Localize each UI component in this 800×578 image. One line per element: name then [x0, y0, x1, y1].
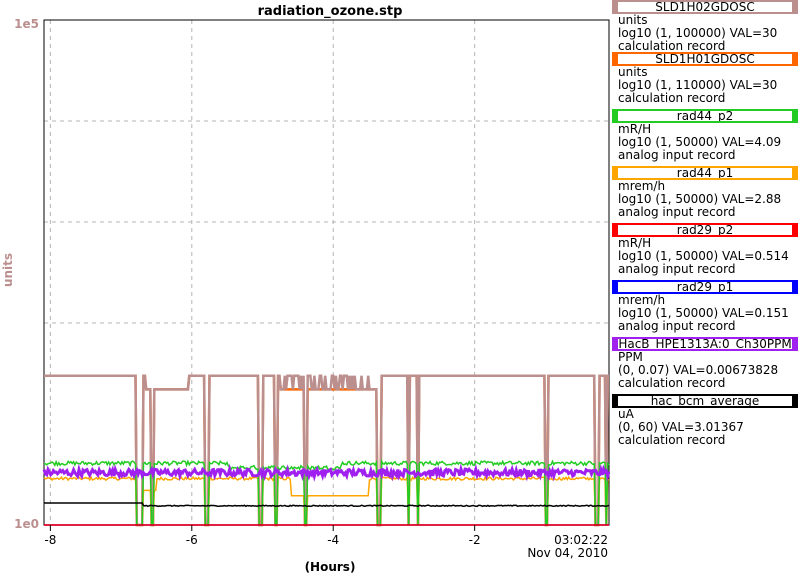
x-tick-label-0: -8 — [44, 533, 56, 547]
legend-record-type: analog input record — [618, 262, 736, 276]
legend-value: VAL=0.00673828 — [673, 363, 779, 377]
legend-record-type: analog input record — [618, 319, 736, 333]
legend-range: (0, 0.07) — [618, 363, 670, 377]
x-tick-label-2: -4 — [327, 533, 339, 547]
legend-range: (0, 60) — [618, 420, 658, 434]
y-top-tick-label: 1e5 — [14, 17, 39, 31]
legend-range-value: (0, 0.07) VAL=0.00673828 — [612, 364, 800, 377]
legend-name-box: SLD1H02GDOSC — [612, 0, 798, 14]
legend-units: mR/H — [618, 236, 652, 250]
legend-entry: rad29_p2 mR/H log10 (1, 50000) VAL=0.514 an… — [612, 223, 800, 280]
legend-name-box: hac_bcm_average — [612, 394, 798, 408]
x-axis-ticks: -8 -6 -4 -2 — [44, 525, 481, 547]
legend-range: log10 (1, 50000) — [618, 249, 719, 263]
legend-value: VAL=2.88 — [722, 192, 782, 206]
legend-record-type: calculation record — [618, 91, 726, 105]
legend-range-value: log10 (1, 50000) VAL=2.88 — [612, 193, 800, 206]
legend-name-box: rad44_p1 — [612, 166, 798, 180]
series-lines — [42, 374, 610, 527]
legend-value: VAL=0.151 — [722, 306, 789, 320]
legend-entry: hac_bcm_average uA (0, 60) VAL=3.01367 calc… — [612, 394, 800, 451]
legend-name-box: SLD1H01GDOSC — [612, 52, 798, 66]
legend-name-box: rad44_p2 — [612, 109, 798, 123]
legend-range-value: log10 (1, 110000) VAL=30 — [612, 79, 800, 92]
legend-entry: SLD1H02GDOSC units log10 (1, 100000) VAL=3… — [612, 0, 800, 53]
legend-value: VAL=30 — [729, 26, 778, 40]
legend-name-box: rad29_p1 — [612, 280, 798, 294]
legend-record-type: analog input record — [618, 148, 736, 162]
legend-range-value: log10 (1, 50000) VAL=0.514 — [612, 250, 800, 263]
legend-units: mrem/h — [618, 293, 666, 307]
series-line-hac-bcm-average — [44, 502, 610, 508]
legend: SLD1H02GDOSC units log10 (1, 100000) VAL=3… — [612, 0, 800, 451]
legend-range: log10 (1, 50000) — [618, 192, 719, 206]
x-tick-label-3: -2 — [469, 533, 481, 547]
legend-name-box: HacB_HPE1313A:0_Ch30PPM — [612, 337, 798, 351]
legend-record-type: calculation record — [618, 39, 726, 53]
y-bottom-tick-label: 1e0 — [14, 517, 39, 531]
legend-units: units — [618, 65, 648, 79]
legend-entry: SLD1H01GDOSC units log10 (1, 110000) VAL=3… — [612, 52, 800, 109]
legend-entry: rad44_p2 mR/H log10 (1, 50000) VAL=4.09 ana… — [612, 109, 800, 166]
series-line-hacb-hpe1313a-0-ch30ppm — [42, 463, 610, 483]
legend-record-type: calculation record — [618, 376, 726, 390]
plot-frame — [43, 19, 610, 526]
legend-range: log10 (1, 50000) — [618, 135, 719, 149]
legend-range-value: log10 (1, 100000) VAL=30 — [612, 27, 800, 40]
legend-name-box: rad29_p2 — [612, 223, 798, 237]
legend-value: VAL=3.01367 — [661, 420, 744, 434]
end-time-label: 03:02:22 — [554, 533, 608, 547]
legend-value: VAL=4.09 — [722, 135, 782, 149]
legend-units: PPM — [618, 350, 643, 364]
legend-range: log10 (1, 50000) — [618, 306, 719, 320]
end-date-label: Nov 04, 2010 — [527, 546, 608, 560]
legend-range-value: log10 (1, 50000) VAL=4.09 — [612, 136, 800, 149]
legend-range-value: log10 (1, 50000) VAL=0.151 — [612, 307, 800, 320]
legend-range: log10 (1, 100000) — [618, 26, 726, 40]
legend-value: VAL=30 — [729, 78, 778, 92]
x-tick-label-1: -6 — [186, 533, 198, 547]
legend-record-type: analog input record — [618, 205, 736, 219]
x-axis-label: (Hours) — [305, 560, 356, 574]
legend-entry: rad29_p1 mrem/h log10 (1, 50000) VAL=0.151… — [612, 280, 800, 337]
legend-units: mR/H — [618, 122, 652, 136]
legend-record-type: calculation record — [618, 433, 726, 447]
series-line-rad44-p1 — [43, 475, 610, 526]
legend-value: VAL=0.514 — [722, 249, 789, 263]
grid — [44, 20, 609, 525]
legend-units: uA — [618, 407, 634, 421]
legend-units: units — [618, 13, 648, 27]
chart: radiation_ozone.stp 1e5 1e0 units -8 -6 -4… — [1, 4, 610, 574]
legend-entry: rad44_p1 mrem/h log10 (1, 50000) VAL=2.88 a… — [612, 166, 800, 223]
y-axis-label: units — [1, 253, 15, 287]
legend-range-value: (0, 60) VAL=3.01367 — [612, 421, 800, 434]
legend-entry: HacB_HPE1313A:0_Ch30PPM PPM (0, 0.07) VAL=… — [612, 337, 800, 394]
chart-title: radiation_ozone.stp — [258, 4, 403, 19]
legend-units: mrem/h — [618, 179, 666, 193]
legend-range: log10 (1, 110000) — [618, 78, 726, 92]
